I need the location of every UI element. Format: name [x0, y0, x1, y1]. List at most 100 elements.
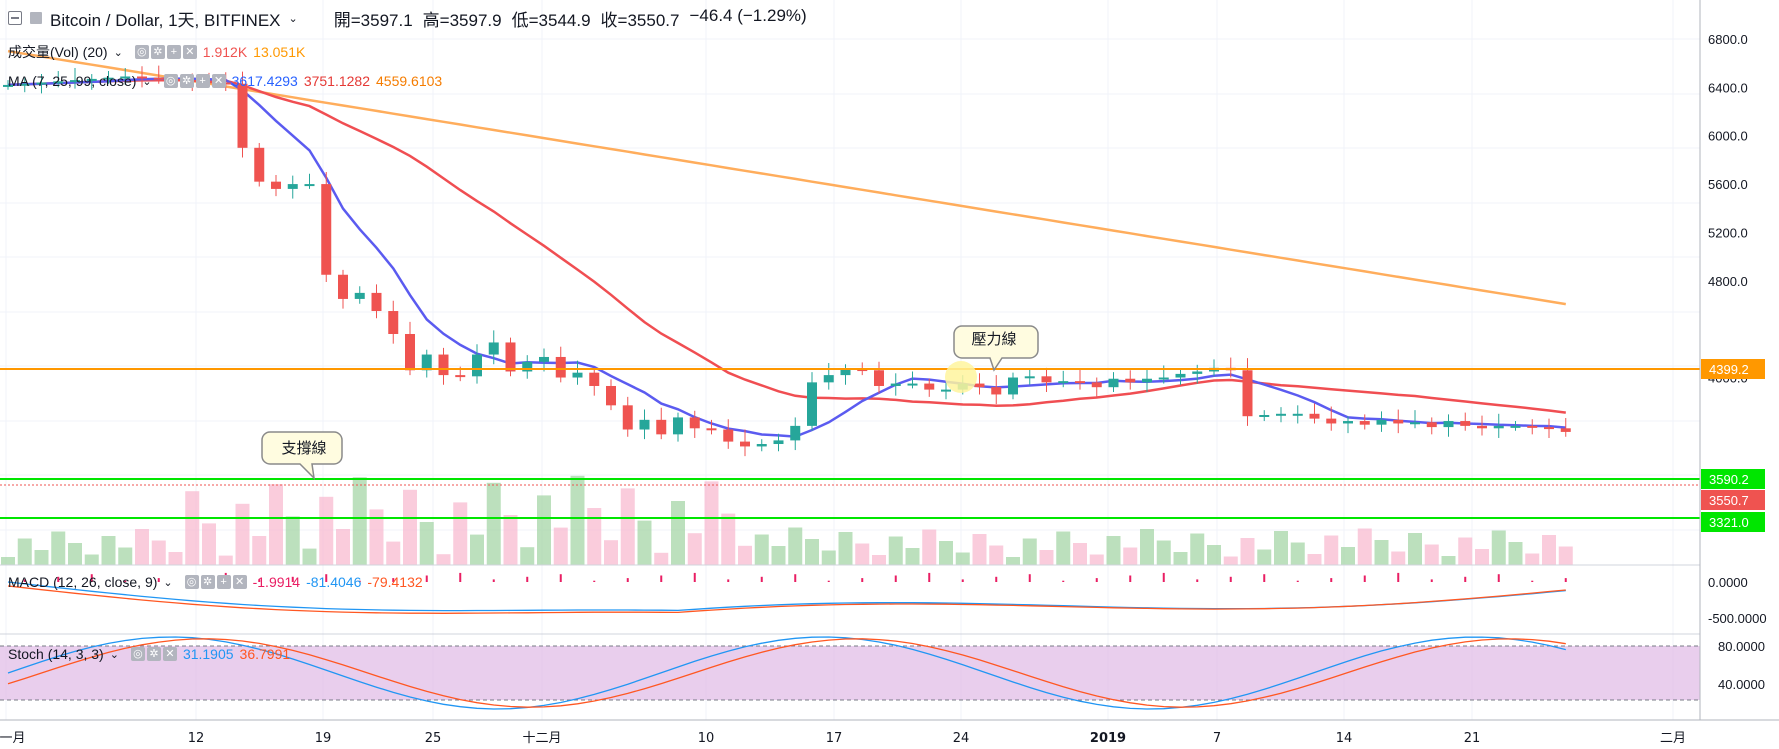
volume-bar — [821, 550, 836, 565]
legend-macd-value-1: -1.9914 — [252, 574, 301, 590]
volume-bar — [202, 523, 216, 565]
candle-body — [539, 356, 549, 362]
volume-bar — [537, 495, 551, 565]
candle-body — [19, 83, 30, 86]
plus-icon[interactable]: + — [166, 45, 181, 59]
gear-icon[interactable]: ✲ — [150, 45, 165, 59]
candle-body — [405, 333, 415, 371]
volume-bar — [838, 532, 853, 565]
candle-body — [36, 82, 47, 85]
candle-body — [53, 81, 64, 84]
volume-bar — [1089, 554, 1104, 565]
legend-macd[interactable]: MACD (12, 26, close, 9) ⌄ ◎ ✲ + ✕ -1.9914 -8… — [8, 574, 423, 590]
candle-body — [1125, 378, 1136, 383]
eye-icon[interactable]: ◎ — [134, 45, 149, 59]
price-axis[interactable]: 6800.06400.06000.05600.05200.04800.04000… — [1701, 32, 1767, 692]
candle-body — [974, 383, 985, 388]
volume-bar — [1357, 528, 1372, 565]
stoch-tick: 80.0000 — [1718, 639, 1765, 654]
price-badge — [1701, 490, 1765, 510]
legend-macd-value-2: -81.4046 — [306, 574, 362, 590]
price-tick: 5200.0 — [1708, 225, 1748, 240]
candle-body — [354, 292, 365, 299]
symbol-title[interactable]: Bitcoin / Dollar, 1天, BITFINEX — [50, 10, 281, 30]
volume-bar — [1341, 547, 1355, 565]
gear-icon[interactable]: ✲ — [179, 74, 194, 88]
candle-body — [505, 342, 516, 372]
volume-bar — [939, 541, 953, 565]
eye-icon[interactable]: ◎ — [184, 575, 199, 589]
volume-bar — [1324, 535, 1339, 565]
volume-bar — [1240, 538, 1255, 565]
chart-header: Bitcoin / Dollar, 1天, BITFINEX ⌄ 開=3597.… — [8, 6, 807, 30]
plus-icon[interactable]: + — [216, 575, 231, 589]
volume-bar — [1039, 550, 1054, 565]
time-tick: 7 — [1213, 731, 1221, 746]
candle-body — [1175, 373, 1186, 378]
candle-body — [120, 76, 131, 79]
volume-bar — [1307, 554, 1322, 565]
volume-bar — [419, 522, 434, 565]
legend-stoch[interactable]: Stoch (14, 3, 3) ⌄ ◎ ✲ ✕ 31.1905 36.7991 — [8, 646, 290, 662]
volume-bar — [17, 538, 32, 565]
volume-bar — [403, 489, 417, 565]
chevron-down-icon[interactable]: ⌄ — [142, 75, 152, 88]
candle-body — [807, 382, 817, 426]
time-tick: 19 — [315, 731, 332, 746]
candle-body — [220, 82, 231, 85]
legend-ma[interactable]: MA (7, 25, 99, close) ⌄ ◎ ✲ + ✕ 3617.4293 37… — [8, 73, 442, 89]
candle-body — [790, 425, 801, 441]
volume-bar — [1156, 540, 1171, 565]
resistance-callout[interactable]: 壓力線 — [945, 325, 1039, 393]
plus-icon[interactable]: + — [195, 74, 210, 88]
volume-bar — [302, 548, 317, 565]
chevron-down-icon[interactable]: ⌄ — [288, 12, 298, 25]
close-icon[interactable]: ✕ — [211, 74, 226, 88]
volume-bar — [553, 527, 568, 565]
close-icon[interactable]: ✕ — [232, 575, 247, 589]
ohlc-values: 開=3597.1 高=3597.9 低=3544.9 收=3550.7 −46.… — [334, 6, 807, 31]
candle-body — [271, 181, 281, 189]
volume-bar — [620, 488, 635, 565]
time-tick: 14 — [1336, 731, 1353, 746]
volume-bar — [218, 555, 233, 565]
candle-body — [740, 441, 750, 447]
chevron-down-icon[interactable]: ⌄ — [113, 46, 123, 59]
legend-volume[interactable]: 成交量(Vol) (20) ⌄ ◎ ✲ + ✕ 1.912K 13.051K — [8, 42, 305, 62]
volume-bar — [1491, 530, 1506, 565]
candle-body — [1560, 428, 1571, 432]
candlesticks — [3, 65, 1571, 457]
candle-body — [438, 354, 449, 376]
ohlc-change: −46.4 (−1.29%) — [689, 5, 807, 25]
volume-bar — [1525, 553, 1540, 565]
legend-stoch-value-2: 36.7991 — [239, 646, 291, 662]
candle-body — [1544, 427, 1554, 430]
eye-icon[interactable]: ◎ — [130, 647, 145, 661]
volume-bar — [855, 543, 870, 565]
chevron-down-icon[interactable]: ⌄ — [109, 648, 119, 661]
volume-bar — [1140, 529, 1154, 565]
volume-bar — [436, 554, 451, 565]
time-tick: 二月 — [1660, 731, 1686, 746]
collapse-icon[interactable] — [8, 11, 22, 25]
volume-bar — [704, 481, 719, 565]
volume-bar — [503, 515, 518, 565]
gear-icon[interactable]: ✲ — [146, 647, 161, 661]
close-icon[interactable]: ✕ — [162, 647, 177, 661]
support-callout[interactable]: 支撐線 — [261, 431, 343, 481]
candle-body — [1075, 381, 1085, 384]
candle-body — [773, 440, 784, 445]
candle-body — [1108, 378, 1119, 388]
eye-icon[interactable]: ◎ — [163, 74, 178, 88]
volume-bar — [352, 477, 367, 565]
time-tick: 2019 — [1090, 731, 1126, 746]
close-icon[interactable]: ✕ — [182, 45, 197, 59]
chevron-down-icon[interactable]: ⌄ — [163, 576, 173, 589]
volume-bar — [1106, 536, 1121, 565]
time-axis[interactable]: 十一月 12 19 25 十二月 10 17 24 2019 7 14 21 二月 — [0, 731, 1686, 746]
time-tick: 17 — [826, 731, 843, 746]
gear-icon[interactable]: ✲ — [200, 575, 215, 589]
candle-body — [1276, 413, 1286, 416]
candle-body — [606, 385, 616, 406]
